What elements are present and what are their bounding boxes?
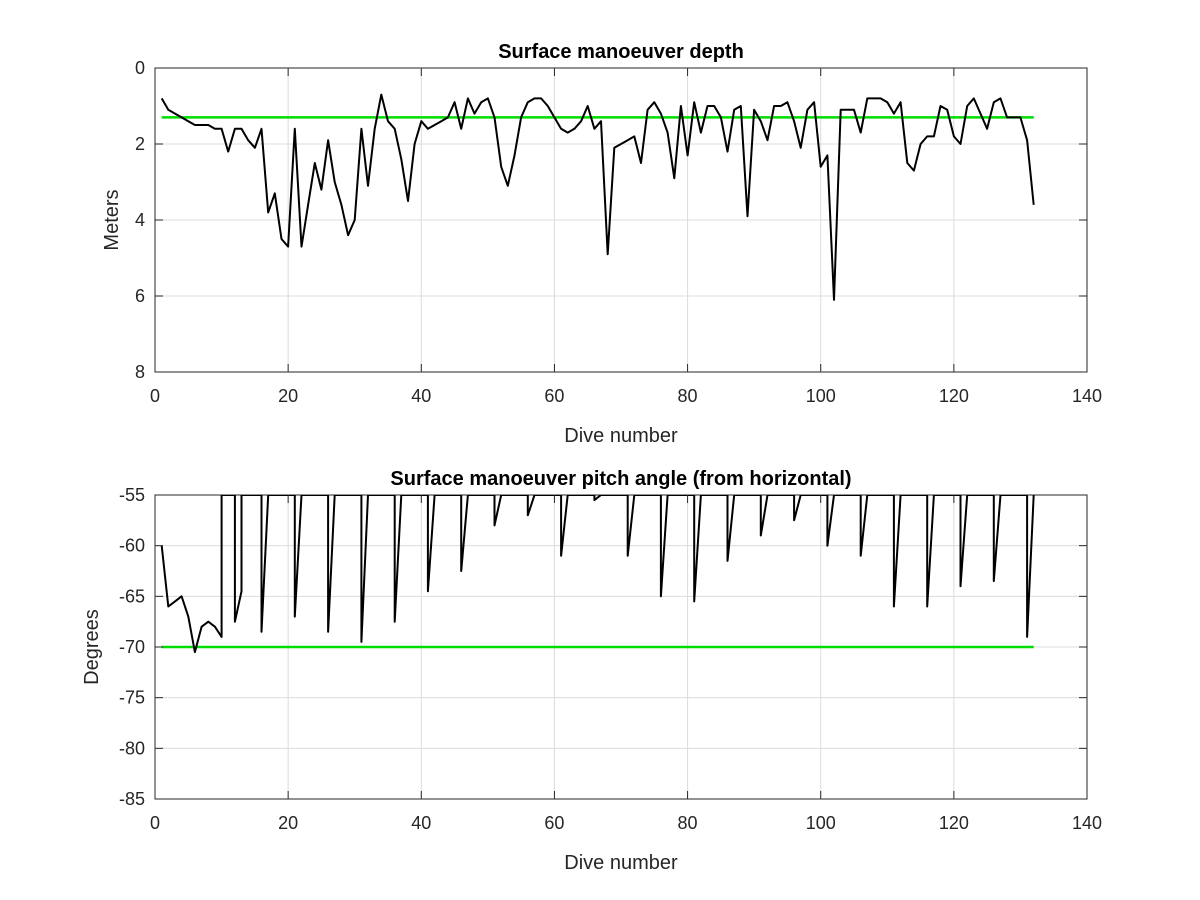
depth-series (160, 93, 1035, 301)
pitch-y-tick-label: -80 (119, 738, 145, 758)
pitch-x-tick-label: 120 (939, 813, 969, 833)
depth-chart-title: Surface manoeuver depth (498, 41, 744, 63)
pitch-x-tick-label: 140 (1072, 813, 1102, 833)
pitch-y-tick-label: -65 (119, 586, 145, 606)
depth-y-tick-label: 8 (135, 362, 145, 382)
pitch-y-tick-label: -60 (119, 536, 145, 556)
pitch-x-tick-label: 100 (806, 813, 836, 833)
depth-x-tick-label: 140 (1072, 386, 1102, 406)
pitch-x-tick-label: 60 (544, 813, 564, 833)
depth-series-line (160, 93, 1035, 301)
depth-grid (155, 68, 1087, 372)
pitch-ticks: 0 20 40 60 80 100 120 140 -85 -80 -75 -70 -65 -60 -55 (119, 485, 1102, 833)
depth-x-tick-label: 20 (278, 386, 298, 406)
pitch-chart: 0 20 40 60 80 100 120 140-85-80-75-70-65-60-55 … (81, 468, 1102, 874)
depth-chart: 0 20 40 60 80 100 120 140 0 2 4 6 8 Surface manoeuve… (101, 41, 1102, 447)
depth-x-tick-label: 120 (939, 386, 969, 406)
depth-x-tick-label: 60 (544, 386, 564, 406)
depth-x-axis-label: Dive number (564, 425, 678, 447)
depth-y-axis-label: Meters (101, 189, 123, 250)
depth-y-tick-label: 4 (135, 210, 145, 230)
pitch-y-tick-label: -55 (119, 485, 145, 505)
pitch-x-tick-label: 80 (678, 813, 698, 833)
pitch-x-tick-label: 40 (411, 813, 431, 833)
pitch-x-tick-label: 0 (150, 813, 160, 833)
depth-y-tick-label: 2 (135, 134, 145, 154)
depth-x-tick-label: 0 (150, 386, 160, 406)
pitch-y-axis-label: Degrees (81, 609, 103, 685)
pitch-x-axis-label: Dive number (564, 852, 678, 874)
depth-x-tick-label: 40 (411, 386, 431, 406)
depth-ticks: 0 20 40 60 80 100 120 140 0 2 4 6 8 (135, 58, 1102, 406)
pitch-y-tick-label: -75 (119, 688, 145, 708)
pitch-series (160, 495, 1035, 654)
pitch-chart-title: Surface manoeuver pitch angle (from hori… (390, 468, 851, 490)
pitch-y-tick-label: -85 (119, 789, 145, 809)
pitch-series-line (160, 495, 1035, 654)
depth-y-tick-label: 0 (135, 58, 145, 78)
pitch-x-tick-label: 20 (278, 813, 298, 833)
depth-x-tick-label: 80 (678, 386, 698, 406)
depth-y-tick-label: 6 (135, 286, 145, 306)
depth-x-tick-label: 100 (806, 386, 836, 406)
pitch-y-tick-label: -70 (119, 637, 145, 657)
